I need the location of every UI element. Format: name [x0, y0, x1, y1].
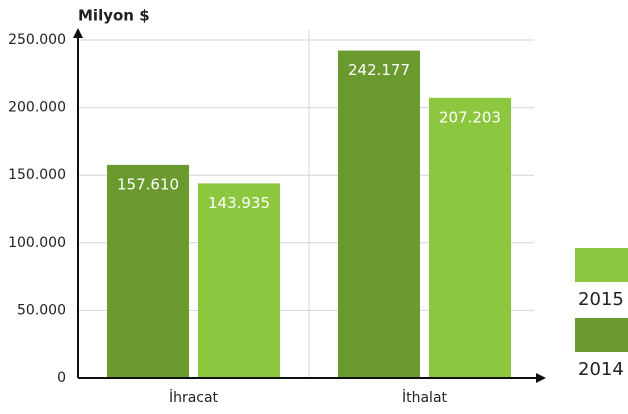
- legend-swatch: [575, 248, 628, 282]
- legend-swatch: [575, 318, 628, 352]
- y-tick-label: 50.000: [17, 302, 66, 318]
- y-tick-label: 250.000: [8, 32, 66, 48]
- y-tick-label: 0: [57, 370, 66, 386]
- x-axis-arrow: [536, 373, 546, 383]
- x-tick-label: İhracat: [169, 388, 219, 406]
- y-tick-label: 100.000: [8, 235, 66, 251]
- bar: [107, 164, 189, 378]
- y-tick-label: 150.000: [8, 167, 66, 183]
- legend-label: 2014: [578, 359, 624, 380]
- value-label: 242.177: [348, 61, 410, 79]
- legend-label: 2015: [578, 289, 624, 310]
- y-tick-label: 200.000: [8, 100, 66, 116]
- value-label: 143.935: [208, 194, 270, 212]
- y-axis-arrow: [73, 28, 83, 38]
- bar: [198, 183, 280, 378]
- x-tick-label: İthalat: [402, 388, 448, 406]
- bar: [429, 97, 511, 378]
- value-label: 207.203: [439, 108, 501, 126]
- bar: [338, 50, 420, 379]
- y-axis-label: Milyon $: [78, 7, 150, 25]
- value-label: 157.610: [117, 175, 179, 193]
